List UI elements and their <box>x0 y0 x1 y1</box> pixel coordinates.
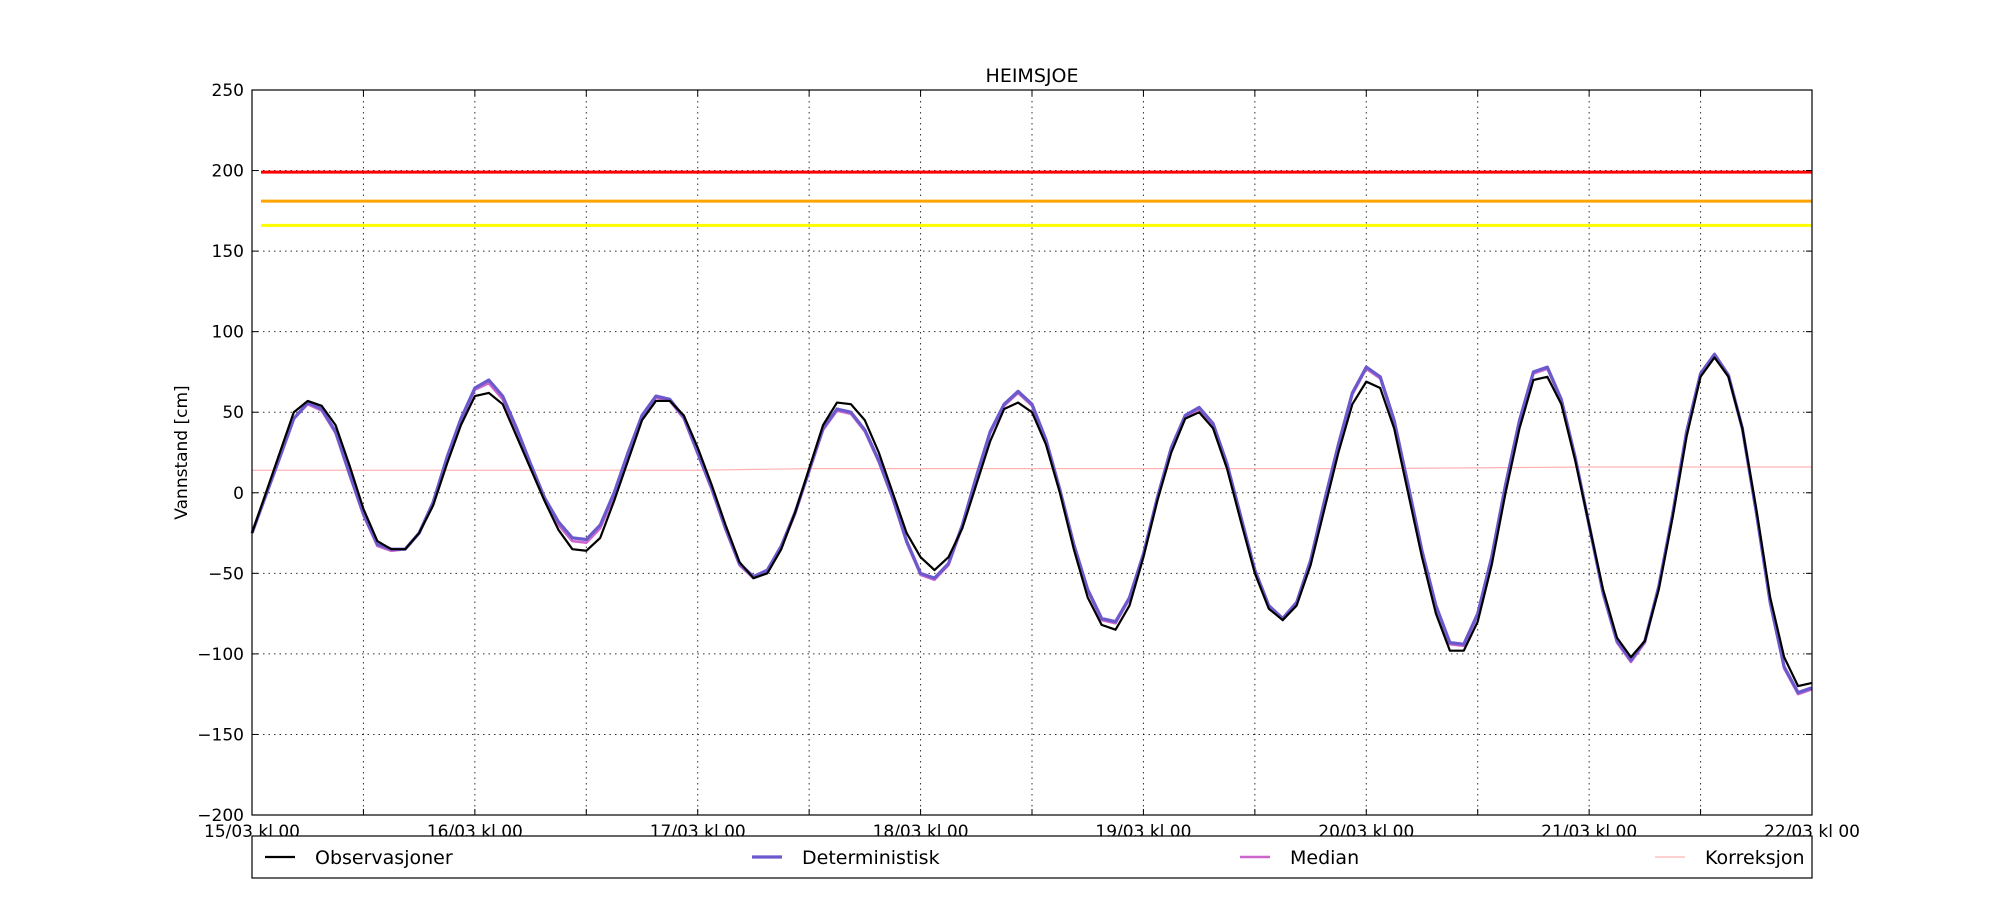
threshold-lines <box>261 170 1812 227</box>
series-line-observasjoner <box>250 356 1813 688</box>
y-tick-label: 50 <box>222 403 244 423</box>
legend-label: Deterministisk <box>802 847 940 869</box>
series-line-korreksjon <box>252 466 1812 471</box>
y-tick-label: 250 <box>212 81 244 101</box>
y-tick-label: −50 <box>208 564 244 584</box>
chart-title: HEIMSJOE <box>986 65 1079 87</box>
y-tick-label: 100 <box>212 323 244 343</box>
y-axis-ticks: −200 −150 −100 −50 0 50 100 150 200 250 <box>197 81 1812 826</box>
y-tick-label: −200 <box>197 806 244 826</box>
y-tick-label: 200 <box>212 162 244 182</box>
grid <box>252 90 1812 815</box>
y-axis-label: Vannstand [cm] <box>172 385 192 519</box>
legend-box <box>251 835 1813 879</box>
legend-label: Observasjoner <box>315 847 453 869</box>
y-tick-label: −100 <box>197 645 244 665</box>
legend: Observasjoner Deterministisk Median Korreks… <box>251 835 1813 879</box>
legend-label: Median <box>1290 847 1359 869</box>
y-tick-label: 0 <box>233 484 244 504</box>
legend-label: Korreksjon <box>1705 847 1805 869</box>
series-lines <box>250 352 1813 696</box>
y-tick-label: 150 <box>212 242 244 262</box>
y-tick-label: −150 <box>197 725 244 745</box>
series-line-deterministisk <box>250 352 1813 695</box>
